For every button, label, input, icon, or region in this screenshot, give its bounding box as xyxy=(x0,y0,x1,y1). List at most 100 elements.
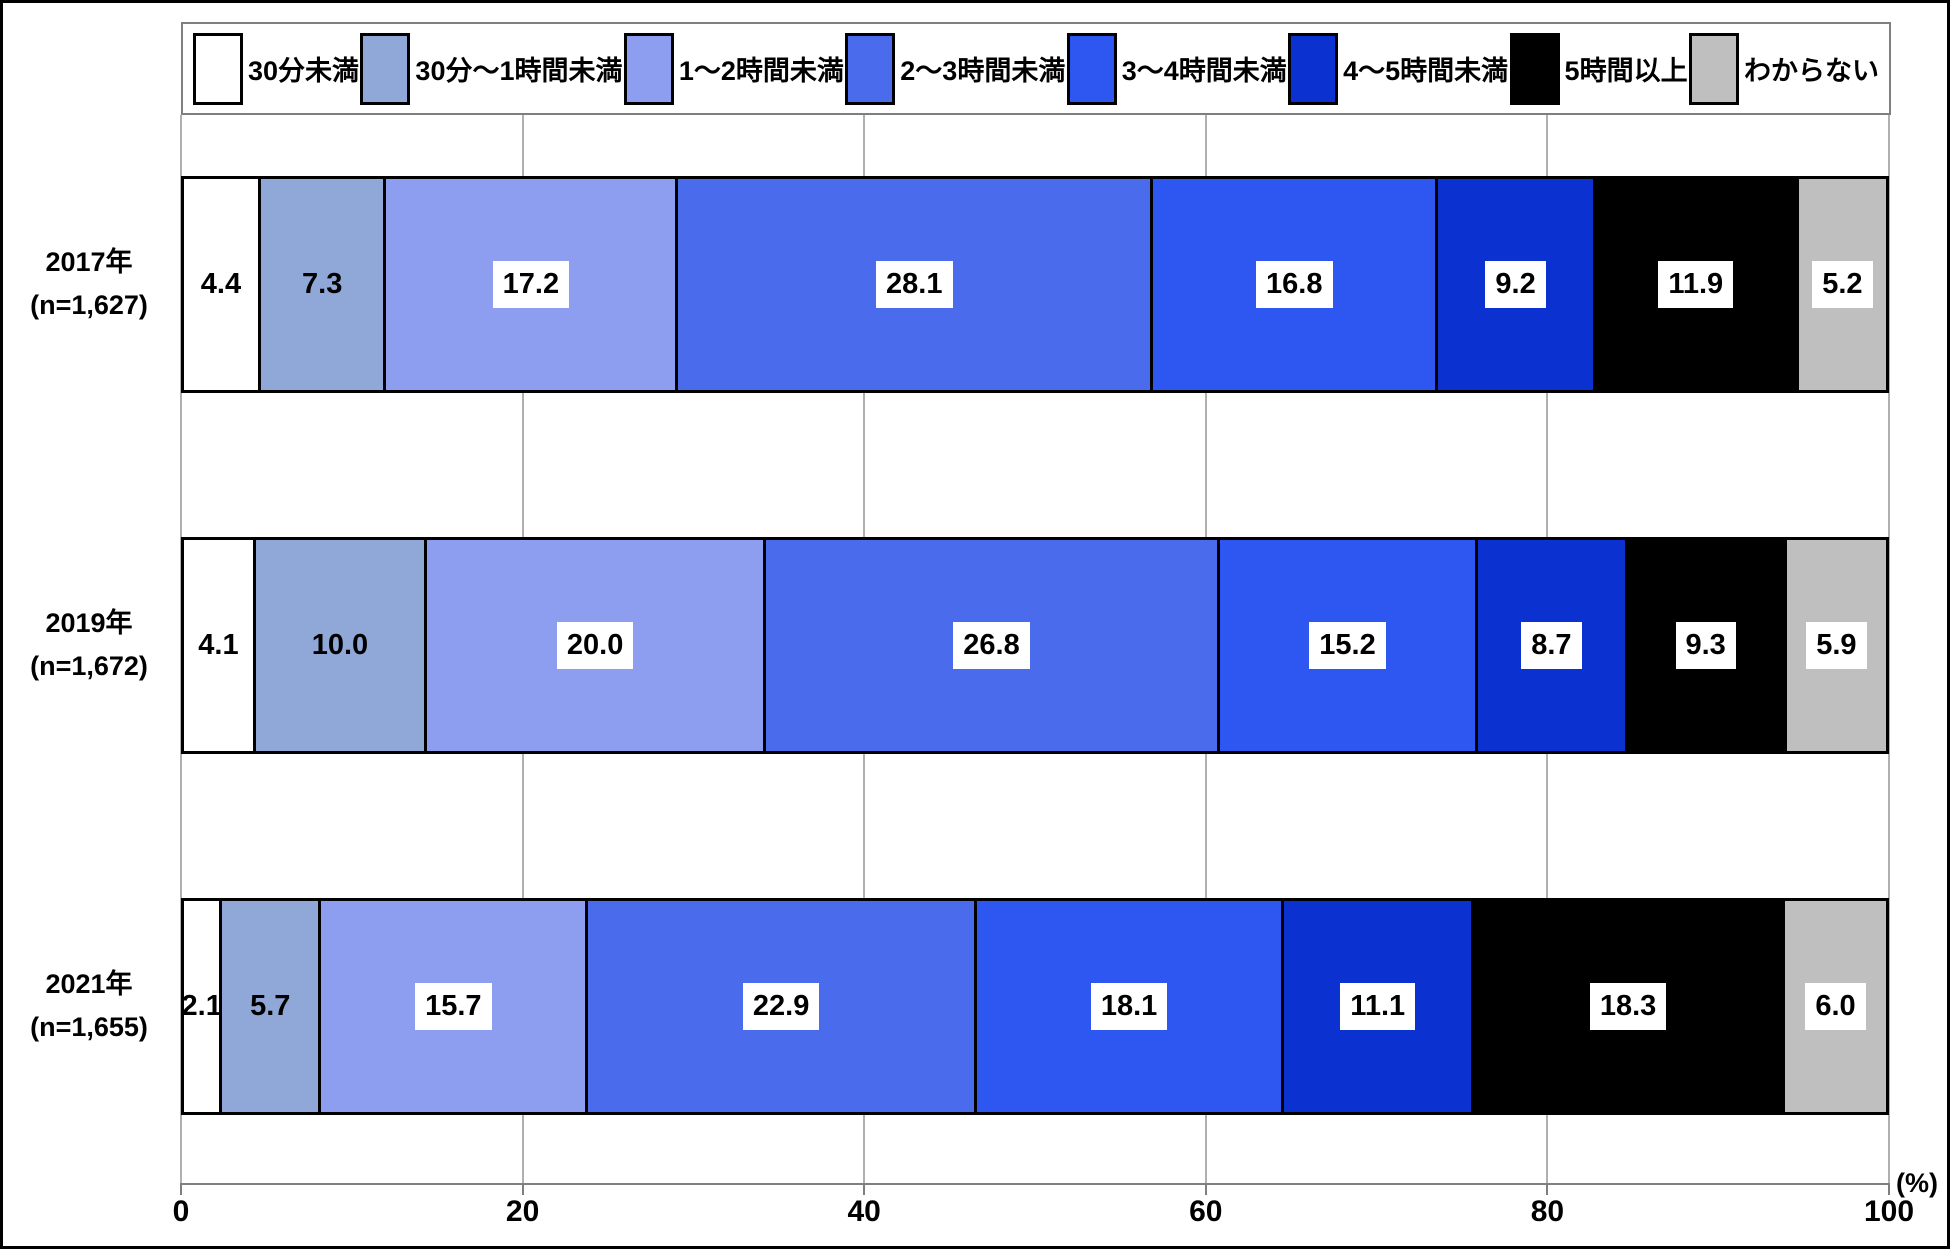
value-label: 4.4 xyxy=(200,267,242,300)
bar-segment: 18.1 xyxy=(976,898,1285,1115)
bar-segment: 9.2 xyxy=(1438,176,1596,393)
category-year-label: 2021年 xyxy=(45,969,133,999)
legend-item-5: 4〜5時間未満 xyxy=(1288,32,1509,105)
legend-swatch-icon xyxy=(193,32,243,105)
axis-tick xyxy=(521,1183,524,1195)
bar-segment: 8.7 xyxy=(1478,537,1628,754)
bar-segment: 26.8 xyxy=(766,537,1220,754)
value-label: 2.1 xyxy=(181,989,222,1022)
bar-segment: 4.1 xyxy=(181,537,256,754)
value-label: 28.1 xyxy=(876,260,953,309)
axis-tick xyxy=(863,1183,866,1195)
value-label: 10.0 xyxy=(311,628,369,661)
value-label: 22.9 xyxy=(742,982,820,1031)
legend-label: わからない xyxy=(1743,56,1879,86)
category-n-label: (n=1,627) xyxy=(30,290,148,320)
value-label: 7.3 xyxy=(302,267,343,300)
bar-segment: 28.1 xyxy=(678,176,1154,393)
category-n-label: (n=1,672) xyxy=(30,651,148,681)
bar-segment: 17.2 xyxy=(386,176,679,393)
category-year-label: 2019年 xyxy=(45,608,133,638)
value-label: 11.1 xyxy=(1340,982,1416,1031)
x-axis-label: 80 xyxy=(1530,1195,1565,1228)
bar-segment: 11.1 xyxy=(1284,898,1475,1115)
bar-segment: 20.0 xyxy=(427,537,767,754)
value-label: 5.7 xyxy=(250,989,291,1022)
value-label: 15.7 xyxy=(415,982,492,1031)
x-axis-label: 100 xyxy=(1863,1195,1915,1228)
legend-item-3: 2〜3時間未満 xyxy=(845,32,1066,105)
legend-item-2: 1〜2時間未満 xyxy=(623,32,844,105)
value-label: 9.2 xyxy=(1485,260,1546,309)
value-label: 4.1 xyxy=(198,628,239,661)
legend-swatch-icon xyxy=(623,32,674,105)
legend-item-7: わからない xyxy=(1688,32,1879,105)
axis-tick xyxy=(180,1183,182,1195)
legend-label: 3〜4時間未満 xyxy=(1121,56,1287,86)
bar-segment: 7.3 xyxy=(260,176,387,393)
legend-item-1: 30分〜1時間未満 xyxy=(360,32,623,105)
bar-segment: 11.9 xyxy=(1595,176,1799,393)
gridline xyxy=(1888,115,1890,1183)
value-label: 5.9 xyxy=(1806,621,1867,670)
value-label: 26.8 xyxy=(953,621,1030,670)
bar-segment: 10.0 xyxy=(255,537,428,754)
value-label: 8.7 xyxy=(1521,621,1582,670)
plot-area: 4.4 7.3 17.2 28.1 16.8 9.2 11.9 5.2 4.1 10.0 20.0 2… xyxy=(180,115,1890,1195)
stacked-bar: 2.1 5.7 15.7 22.9 18.1 11.1 18.3 6.0 xyxy=(181,898,1890,1115)
legend-label: 5時間以上 xyxy=(1564,56,1688,86)
bar-segment: 18.3 xyxy=(1474,898,1786,1115)
bar-segment: 4.4 xyxy=(181,176,261,393)
category-label: 2021年 (n=1,655) xyxy=(3,963,175,1049)
x-axis-label: 60 xyxy=(1189,1195,1223,1228)
legend-swatch-icon xyxy=(1509,32,1560,105)
bar-segment: 5.7 xyxy=(222,898,322,1115)
legend-swatch-icon xyxy=(1066,32,1117,105)
category-label: 2017年 (n=1,627) xyxy=(3,241,175,327)
value-label: 9.3 xyxy=(1675,621,1736,670)
value-label: 18.1 xyxy=(1090,982,1168,1031)
value-label: 15.2 xyxy=(1309,621,1386,670)
category-label: 2019年 (n=1,672) xyxy=(3,602,175,688)
legend-label: 30分〜1時間未満 xyxy=(415,56,623,86)
stacked-bar: 4.1 10.0 20.0 26.8 15.2 8.7 9.3 5.9 xyxy=(181,537,1889,754)
legend-swatch-icon xyxy=(360,32,411,105)
bar-segment: 16.8 xyxy=(1153,176,1439,393)
stacked-bar: 4.4 7.3 17.2 28.1 16.8 9.2 11.9 5.2 xyxy=(181,176,1890,393)
legend-swatch-icon xyxy=(845,32,896,105)
value-label: 16.8 xyxy=(1256,260,1333,309)
value-label: 5.2 xyxy=(1812,260,1873,309)
legend-item-6: 5時間以上 xyxy=(1509,32,1688,105)
legend-item-0: 30分未満 xyxy=(193,32,360,105)
value-label: 11.9 xyxy=(1658,260,1734,309)
bar-segment: 15.2 xyxy=(1219,537,1479,754)
bar-segment: 15.7 xyxy=(321,898,589,1115)
value-label: 18.3 xyxy=(1589,982,1667,1031)
x-axis-label: 40 xyxy=(847,1195,881,1228)
legend-swatch-icon xyxy=(1688,32,1739,105)
legend-label: 30分未満 xyxy=(248,56,360,86)
axis-tick xyxy=(1546,1183,1549,1195)
axis-tick xyxy=(1888,1183,1890,1195)
x-axis-label: 20 xyxy=(505,1195,540,1228)
percent-unit-label: (%) xyxy=(1896,1168,1938,1198)
value-label: 17.2 xyxy=(492,260,570,309)
legend-swatch-icon xyxy=(1288,32,1339,105)
legend-label: 1〜2時間未満 xyxy=(678,56,844,86)
bar-segment: 22.9 xyxy=(588,898,977,1115)
bar-segment: 5.9 xyxy=(1786,537,1889,754)
bar-segment: 6.0 xyxy=(1785,898,1890,1115)
bar-segment: 2.1 xyxy=(181,898,223,1115)
legend-label: 2〜3時間未満 xyxy=(900,56,1066,86)
x-axis-label: 0 xyxy=(172,1195,190,1228)
legend: 30分未満 30分〜1時間未満 1〜2時間未満 2〜3時間未満 3〜4時間未満 4〜5時間… xyxy=(181,22,1891,115)
legend-label: 4〜5時間未満 xyxy=(1343,56,1509,86)
category-year-label: 2017年 xyxy=(45,247,133,277)
category-n-label: (n=1,655) xyxy=(30,1012,148,1042)
axis-tick xyxy=(1204,1183,1207,1195)
bar-segment: 5.2 xyxy=(1798,176,1890,393)
value-label: 20.0 xyxy=(556,621,634,670)
legend-item-4: 3〜4時間未満 xyxy=(1066,32,1287,105)
bar-segment: 9.3 xyxy=(1627,537,1787,754)
